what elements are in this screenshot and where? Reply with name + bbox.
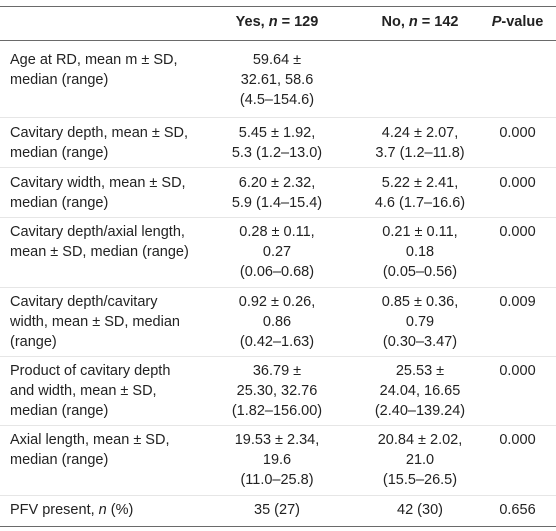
row-no-value: 4.24 ± 2.07, 3.7 (1.2–11.8) [375,125,465,161]
row-label: Product of cavitary depth and width, mea… [10,363,171,419]
row-p-value: 0.000 [499,363,536,379]
row-p-value: 0.009 [499,294,536,310]
row-no-value: 20.84 ± 2.02, 21.0 (15.5–26.5) [377,432,463,488]
row-no-value: 25.53 ± 24.04, 16.65 (2.40–139.24) [374,363,466,419]
header-no: No, n = 142 [346,12,494,32]
header-yes-count: = 129 [277,14,319,30]
row-label-n: n [98,502,107,518]
row-no-value: 5.22 ± 2.41, 4.6 (1.7–16.6) [374,175,466,211]
header-no-count: = 142 [417,14,459,30]
row-separator [0,495,556,496]
row-label: Cavitary depth/axial length, mean ± SD, … [10,224,189,260]
row-separator [0,425,556,426]
row-label: Age at RD, mean m ± SD, median (range) [10,52,178,88]
row-separator [0,287,556,288]
row-label: Cavitary depth, mean ± SD, median (range… [10,125,189,161]
row-label: PFV present, n (%) [10,500,210,520]
row-separator [0,167,556,168]
header-yes: Yes, n = 129 [203,12,351,32]
row-yes-value: 0.28 ± 0.11, 0.27 (0.06–0.68) [239,224,315,280]
row-yes-value: 59.64 ± 32.61, 58.6 (4.5–154.6) [239,52,315,108]
table-header-rule [0,40,556,41]
row-label: Cavitary depth/cavitary width, mean ± SD… [10,294,180,350]
row-label: Axial length, mean ± SD, median (range) [10,432,170,468]
row-label-suffix: (%) [106,502,134,518]
row-label: Cavitary width, mean ± SD, median (range… [10,175,186,211]
header-p: P [491,14,502,30]
row-p-value: 0.000 [499,175,536,191]
header-p-value: P-value [479,12,556,32]
row-separator [0,217,556,218]
header-p-suffix: -value [501,14,544,30]
row-p-value: 0.000 [499,224,536,240]
row-yes-value: 0.92 ± 0.26, 0.86 (0.42–1.63) [238,294,316,350]
row-p-value: 0.000 [499,432,536,448]
row-yes-value: 35 (27) [254,502,300,518]
table-bottom-rule [0,526,556,527]
row-yes-value: 19.53 ± 2.34, 19.6 (11.0–25.8) [234,432,320,488]
row-no-value: 0.21 ± 0.11, 0.18 (0.05–0.56) [382,224,458,280]
header-yes-n: n [268,14,278,30]
row-separator [0,117,556,118]
row-p-value: 0.656 [499,502,536,518]
row-yes-value: 6.20 ± 2.32, 5.9 (1.4–15.4) [231,175,323,211]
row-no-value: 0.85 ± 0.36, 0.79 (0.30–3.47) [381,294,459,350]
row-yes-value: 5.45 ± 1.92, 5.3 (1.2–13.0) [231,125,323,161]
row-yes-value: 36.79 ± 25.30, 32.76 (1.82–156.00) [231,363,323,419]
row-p-value: 0.000 [499,125,536,141]
row-label-prefix: PFV present, [10,502,99,518]
header-no-n: n [408,14,418,30]
table-top-rule [0,6,556,7]
row-separator [0,356,556,357]
row-no-value: 42 (30) [397,502,443,518]
header-no-prefix: No, [381,14,409,30]
header-yes-prefix: Yes, [235,14,269,30]
